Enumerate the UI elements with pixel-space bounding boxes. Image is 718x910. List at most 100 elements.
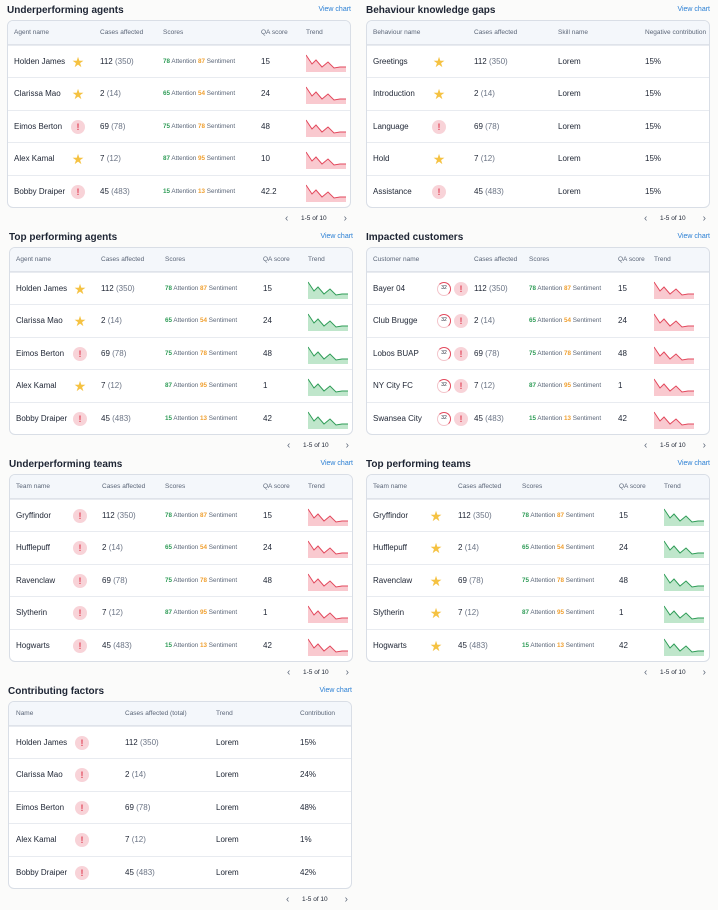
attention-score: 65 — [165, 544, 173, 552]
table-row[interactable]: Gryffindor! 112 (350) 78 Attention 87 Sent… — [10, 499, 352, 531]
alert-icon: ! — [432, 184, 446, 199]
pagination-label: 1-5 of 10 — [303, 442, 329, 449]
cases-cell: 45 (483) — [474, 403, 504, 434]
sentiment-score: 95 — [200, 609, 208, 617]
view-chart-link[interactable]: View chart — [677, 6, 710, 13]
chevron-right-icon[interactable]: › — [344, 894, 348, 905]
chevron-left-icon[interactable]: ‹ — [287, 440, 291, 451]
chevron-right-icon[interactable]: › — [345, 667, 349, 678]
chevron-right-icon[interactable]: › — [702, 213, 706, 224]
row-name: Alex Kamal — [14, 154, 55, 164]
table-row[interactable]: Hold ★ 7 (12) Lorem 15% — [367, 142, 709, 174]
attention-score: 87 — [163, 155, 171, 163]
chevron-right-icon[interactable]: › — [702, 667, 706, 678]
chevron-left-icon[interactable]: ‹ — [285, 213, 289, 224]
attention-label: Attention — [537, 414, 563, 422]
negative-contribution: 15% — [645, 89, 662, 99]
trend-sparkline — [654, 411, 694, 429]
scores-cell: 75 Attention 78 Sentiment — [163, 111, 235, 143]
attention-score: 75 — [529, 349, 537, 357]
table-row[interactable]: Clarissa Mao! 2 (14) Lorem 24% — [9, 758, 351, 790]
attention-label: Attention — [537, 285, 563, 292]
contribution: 15% — [300, 738, 317, 747]
table-row[interactable]: Hufflepuff ★ 2 (14) 65 Attention 54 Sentime… — [367, 531, 709, 563]
attention-label: Attention — [171, 58, 197, 65]
chevron-left-icon[interactable]: ‹ — [644, 213, 648, 224]
attention-score: 78 — [165, 512, 173, 519]
table-row[interactable]: Clarissa Mao ★ 2 (14) 65 Attention 54 Senti… — [8, 77, 350, 109]
sentiment-label: Sentiment — [565, 641, 595, 649]
scores-cell: 78 Attention 87 Sentiment — [529, 273, 601, 305]
row-name: Gryffindor — [16, 511, 51, 520]
view-chart-link[interactable]: View chart — [677, 460, 710, 467]
sentiment-score: 54 — [200, 317, 208, 325]
sentiment-label: Sentiment — [206, 90, 236, 98]
alert-icon: ! — [454, 314, 468, 329]
chevron-left-icon[interactable]: ‹ — [287, 667, 291, 678]
table-row[interactable]: Ravenclaw! 69 (78) 75 Attention 78 Sentime… — [10, 563, 352, 596]
scores-cell: 87 Attention 95 Sentiment — [165, 370, 237, 402]
table-row[interactable]: Bobby Draiper! 45 (483) Lorem 42% — [9, 855, 351, 888]
table-row[interactable]: Slytherin ★ 7 (12) 87 Attention 95 Sentimen… — [367, 596, 709, 628]
table-row[interactable]: Language! 69 (78) Lorem 15% — [367, 109, 709, 143]
top-performing-teams-panel: Top performing teams View chart Team name C… — [366, 459, 710, 682]
cases-cell: 69 (78) — [101, 338, 126, 370]
attention-score: 15 — [529, 414, 537, 422]
table-row[interactable]: Bayer 04 32! 112 (350) 78 Attention 87 Sent… — [367, 272, 709, 304]
table-row[interactable]: Greetings ★ 112 (350) Lorem 15% — [367, 45, 709, 77]
sentiment-label: Sentiment — [572, 317, 602, 325]
view-chart-link[interactable]: View chart — [319, 687, 352, 694]
cases-cell: 69 (78) — [474, 111, 499, 143]
sentiment-label: Sentiment — [208, 382, 238, 390]
view-chart-link[interactable]: View chart — [320, 460, 353, 467]
table-row[interactable]: NY City FC 32! 7 (12) 87 Attention 95 Senti… — [367, 369, 709, 401]
chevron-left-icon[interactable]: ‹ — [286, 894, 290, 905]
table-row[interactable]: Gryffindor ★ 112 (350) 78 Attention 87 Sent… — [367, 499, 709, 531]
score-ring-icon: 32 — [437, 411, 451, 426]
table-row[interactable]: Swansea City 32! 45 (483) 15 Attention 13 S… — [367, 401, 709, 434]
view-chart-link[interactable]: View chart — [677, 233, 710, 240]
attention-score: 87 — [529, 382, 537, 390]
table-row[interactable]: Holden James ★ 112 (350) 78 Attention 87 Se… — [10, 272, 352, 304]
table-row[interactable]: Introduction ★ 2 (14) Lorem 15% — [367, 77, 709, 109]
row-name: Eimos Berton — [14, 121, 63, 131]
table-row[interactable]: Hufflepuff! 2 (14) 65 Attention 54 Sentime… — [10, 531, 352, 563]
table-row[interactable]: Holden James! 112 (350) Lorem 15% — [9, 726, 351, 758]
cases-cell: 45 (483) — [100, 176, 130, 207]
table-row[interactable]: Hogwarts ★ 45 (483) 15 Attention 13 Sentime… — [367, 628, 709, 661]
cases-total: (14) — [480, 89, 495, 99]
contribution: 24% — [300, 770, 317, 780]
cases-value: 7 — [125, 835, 130, 845]
chevron-left-icon[interactable]: ‹ — [644, 667, 648, 678]
table-header: Team name Cases affected Scores QA score Tre… — [10, 475, 352, 499]
table-row[interactable]: Alex Kamal! 7 (12) Lorem 1% — [9, 823, 351, 855]
table-row[interactable]: Alex Kamal ★ 7 (12) 87 Attention 95 Sentime… — [8, 142, 350, 174]
table-row[interactable]: Eimos Berton! 69 (78) 75 Attention 78 Sent… — [10, 336, 352, 370]
table-row[interactable]: Holden James ★ 112 (350) 78 Attention 87 Se… — [8, 45, 350, 77]
table-row[interactable]: Lobos BUAP 32! 69 (78) 75 Attention 78 Sent… — [367, 336, 709, 369]
cases-value: 112 — [100, 57, 113, 66]
table-row[interactable]: Clarissa Mao ★ 2 (14) 65 Attention 54 Senti… — [10, 304, 352, 336]
table-row[interactable]: Eimos Berton! 69 (78) 75 Attention 78 Sent… — [8, 109, 350, 143]
table-header: Agent name Cases affected Scores QA score Tr… — [10, 248, 352, 272]
table-row[interactable]: Alex Kamal ★ 7 (12) 87 Attention 95 Sentime… — [10, 369, 352, 401]
table-row[interactable]: Bobby Draiper! 45 (483) 15 Attention 13 Se… — [8, 174, 350, 207]
table-row[interactable]: Bobby Draiper! 45 (483) 15 Attention 13 Se… — [10, 401, 352, 434]
view-chart-link[interactable]: View chart — [318, 6, 351, 13]
chevron-right-icon[interactable]: › — [345, 440, 349, 451]
chevron-left-icon[interactable]: ‹ — [644, 440, 648, 451]
table-row[interactable]: Ravenclaw ★ 69 (78) 75 Attention 78 Sentime… — [367, 563, 709, 596]
column-header: Trend — [664, 483, 681, 490]
table-row[interactable]: Hogwarts! 45 (483) 15 Attention 13 Sentime… — [10, 628, 352, 661]
sentiment-score: 54 — [557, 544, 565, 552]
table-row[interactable]: Slytherin! 7 (12) 87 Attention 95 Sentimen… — [10, 596, 352, 628]
view-chart-link[interactable]: View chart — [320, 233, 353, 240]
alert-icon: ! — [71, 119, 85, 134]
chevron-right-icon[interactable]: › — [343, 213, 347, 224]
table-row[interactable]: Assistance! 45 (483) Lorem 15% — [367, 174, 709, 207]
chevron-right-icon[interactable]: › — [702, 440, 706, 451]
attention-label: Attention — [173, 382, 199, 390]
table-row[interactable]: Eimos Berton! 69 (78) Lorem 48% — [9, 790, 351, 823]
table-row[interactable]: Club Brugge 32! 2 (14) 65 Attention 54 Sent… — [367, 304, 709, 336]
cases-total: (14) — [480, 316, 495, 326]
